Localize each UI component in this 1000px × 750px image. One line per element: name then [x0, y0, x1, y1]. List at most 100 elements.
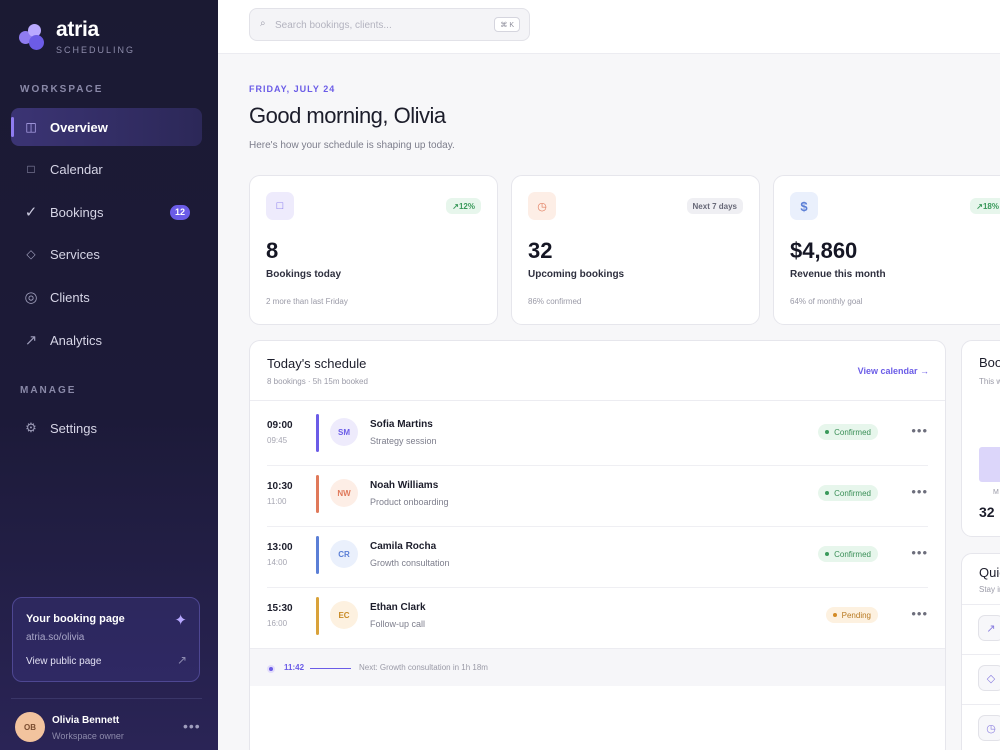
sidebar-item-clients[interactable]: ◎ Clients	[11, 278, 202, 316]
end-time: 16:00	[267, 619, 288, 628]
bookings-count-badge: 12	[169, 204, 190, 220]
now-dot-icon	[267, 665, 275, 673]
client-avatar: EC	[330, 601, 358, 629]
view-calendar-link[interactable]: View calendar →	[858, 366, 929, 376]
color-bar	[316, 414, 319, 452]
row-divider	[267, 587, 928, 588]
stat-label: Revenue this month	[790, 269, 886, 280]
sidebar-item-label: Overview	[50, 119, 108, 135]
quick-actions-panel: Quic Stay in ↗ ◇ ◷	[961, 553, 1000, 750]
service-name: Product onboarding	[370, 497, 449, 507]
panel-title: Quic	[979, 565, 1000, 580]
sidebar-item-label: Bookings	[50, 204, 104, 220]
sidebar-item-services[interactable]: ◇ Services	[11, 235, 202, 273]
now-line	[310, 668, 351, 669]
user-avatar[interactable]: OB	[15, 712, 45, 742]
range-badge: Next 7 days	[686, 198, 743, 214]
atria-logo-icon	[19, 24, 47, 50]
client-avatar: NW	[330, 479, 358, 507]
clock-icon[interactable]: ◷	[978, 715, 1000, 741]
more-options-icon[interactable]: •••	[911, 423, 928, 438]
start-time: 09:00	[267, 420, 293, 431]
more-options-icon[interactable]: •••	[911, 606, 928, 621]
more-options-icon[interactable]: •••	[911, 545, 928, 560]
start-time: 13:00	[267, 542, 293, 553]
end-time: 09:45	[267, 436, 288, 445]
sidebar-item-settings[interactable]: ⚙ Settings	[11, 409, 202, 447]
booking-page-card: Your booking page ✦ atria.so/olivia View…	[12, 597, 200, 682]
search-icon: ⌕	[260, 18, 266, 29]
row-divider	[267, 465, 928, 466]
stat-note: 2 more than last Friday	[266, 297, 348, 306]
calendar-icon: □	[27, 162, 35, 176]
stat-value: 8	[266, 238, 279, 263]
diamond-icon[interactable]: ◇	[978, 665, 1000, 691]
schedule-row[interactable]: 15:30 16:00 EC Ethan Clark Follow-up cal…	[267, 588, 928, 649]
todays-schedule-panel: Today's schedule 8 bookings · 5h 15m boo…	[249, 340, 946, 750]
chart-bar[interactable]	[979, 447, 1000, 482]
panel-subtitle: This w	[979, 377, 1000, 386]
panel-divider	[962, 654, 1000, 655]
schedule-row[interactable]: 10:30 11:00 NW Noah Williams Product onb…	[267, 466, 928, 527]
panel-divider	[962, 704, 1000, 705]
trend-icon: ↗	[24, 332, 38, 349]
stat-card-upcoming-bookings[interactable]: ◷ Next 7 days 32 Upcoming bookings 86% c…	[511, 175, 760, 325]
stat-value: $4,860	[790, 238, 858, 263]
client-name: Camila Rocha	[370, 541, 437, 552]
chart-value: 32	[979, 504, 995, 520]
external-link-icon[interactable]: ↗	[176, 653, 187, 667]
user-name: Olivia Bennett	[52, 715, 120, 726]
panel-title: Boo	[979, 355, 1000, 370]
trend-icon[interactable]: ↗	[978, 615, 1000, 641]
stat-value: 32	[528, 238, 553, 263]
search-input[interactable]	[275, 17, 475, 33]
more-options-icon[interactable]: •••	[911, 484, 928, 499]
status-label: Confirmed	[834, 427, 871, 437]
status-badge: Pending	[825, 607, 878, 623]
client-name: Noah Williams	[370, 480, 439, 491]
user-role: Workspace owner	[52, 731, 124, 741]
check-icon: ✓	[24, 204, 38, 221]
schedule-row[interactable]: 09:00 09:45 SM Sofia Martins Strategy se…	[267, 405, 928, 466]
start-time: 15:30	[267, 603, 293, 614]
sidebar-item-label: Settings	[50, 420, 97, 436]
sidebar-item-analytics[interactable]: ↗ Analytics	[11, 321, 202, 359]
stat-card-bookings-today[interactable]: □ ↗12% 8 Bookings today 2 more than last…	[249, 175, 498, 325]
current-time: 11:42	[284, 663, 305, 672]
client-name: Ethan Clark	[370, 602, 426, 613]
service-name: Follow-up call	[370, 619, 426, 629]
trend-badge: ↗12%	[446, 198, 481, 214]
schedule-title: Today's schedule	[267, 356, 367, 371]
status-label: Pending	[841, 610, 871, 620]
view-calendar-label: View calendar	[857, 366, 918, 376]
end-time: 11:00	[267, 497, 287, 506]
sidebar-item-overview[interactable]: ◫ Overview	[11, 108, 202, 146]
brand-name: atria	[56, 18, 99, 41]
clients-icon: ◎	[24, 289, 38, 306]
sidebar: atria SCHEDULING WORKSPACE ◫ Overview □ …	[0, 0, 218, 750]
color-bar	[316, 536, 319, 574]
workspace-section-label: WORKSPACE	[20, 84, 104, 95]
panel-divider	[962, 604, 1000, 605]
arrow-right-icon: →	[920, 366, 929, 376]
user-menu-more-icon[interactable]: •••	[183, 718, 201, 734]
client-avatar: CR	[330, 540, 358, 568]
booking-page-title: Your booking page	[26, 613, 125, 625]
diamond-icon: ◇	[26, 247, 36, 261]
sidebar-item-label: Clients	[50, 289, 90, 305]
row-divider	[267, 526, 928, 527]
topbar: ⌕ ⌘ K	[218, 0, 1000, 54]
status-label: Confirmed	[834, 549, 871, 559]
stat-card-revenue[interactable]: $ ↗18% $4,860 Revenue this month 64% of …	[773, 175, 1000, 325]
sidebar-item-calendar[interactable]: □ Calendar	[11, 150, 202, 188]
manage-section-label: MANAGE	[20, 385, 77, 396]
status-label: Confirmed	[834, 488, 871, 498]
view-public-page-link[interactable]: View public page	[26, 656, 102, 667]
sidebar-item-bookings[interactable]: ✓ Bookings 12	[11, 193, 202, 231]
chart-day-label: M	[993, 489, 999, 496]
booking-page-url: atria.so/olivia	[26, 632, 85, 643]
schedule-row[interactable]: 13:00 14:00 CR Camila Rocha Growth consu…	[267, 527, 928, 588]
status-badge: Confirmed	[818, 485, 878, 501]
next-booking-text: Next: Growth consultation in 1h 18m	[359, 663, 488, 672]
search-box[interactable]: ⌕ ⌘ K	[249, 8, 530, 41]
